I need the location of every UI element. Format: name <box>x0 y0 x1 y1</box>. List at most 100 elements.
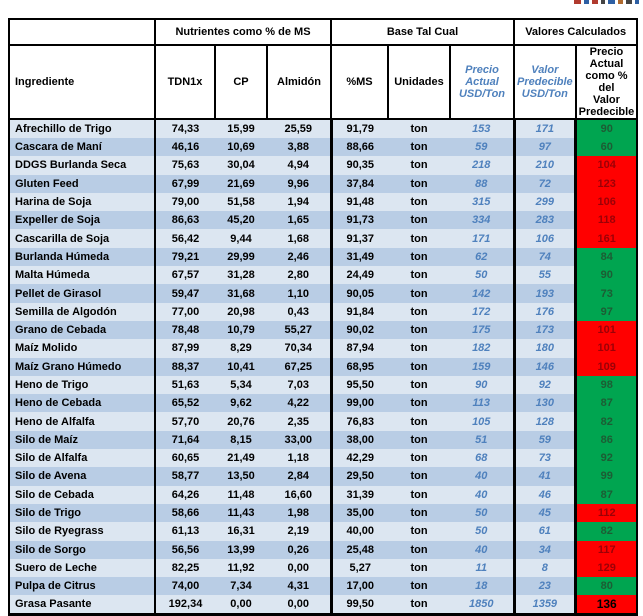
ms-value: 91,37 <box>331 229 388 248</box>
unidades-value: ton <box>388 540 450 559</box>
ingredient-name: Expeller de Soja <box>9 211 156 230</box>
almidon-value: 7,03 <box>267 375 333 395</box>
table-row: Semilla de Algodón 77,00 20,98 0,43 91,8… <box>9 302 638 321</box>
col-header-precio-pct-valor: Precio Actual como % del Valor Predecibl… <box>574 44 639 120</box>
precio-pct-valor-cell: 129 <box>575 558 638 578</box>
tdn1x-value: 192,34 <box>155 595 215 615</box>
tdn1x-value: 65,52 <box>155 394 215 413</box>
ingredient-name: Malta Húmeda <box>9 266 156 285</box>
precio-actual-value: 62 <box>450 247 516 267</box>
cp-value: 20,98 <box>215 302 267 321</box>
valor-predecible-value: 55 <box>514 266 578 285</box>
almidon-value: 2,35 <box>267 412 333 431</box>
tdn1x-value: 64,26 <box>155 485 215 504</box>
cp-value: 13,50 <box>215 467 267 486</box>
ms-value: 90,35 <box>331 156 388 175</box>
ingredient-name: DDGS Burlanda Seca <box>9 156 156 175</box>
group-header-row: Nutrientes como % de MS Base Tal Cual Va… <box>8 18 639 46</box>
valor-predecible-value: 97 <box>514 138 578 157</box>
unidades-value: ton <box>388 247 450 267</box>
cp-value: 5,34 <box>215 375 267 395</box>
precio-actual-value: 105 <box>450 412 516 431</box>
unidades-value: ton <box>388 485 450 504</box>
valor-predecible-value: 106 <box>514 229 578 248</box>
precio-actual-value: 50 <box>450 522 516 541</box>
unidades-value: ton <box>388 412 450 431</box>
valor-predecible-value: 46 <box>514 485 578 504</box>
unidades-value: ton <box>388 119 450 138</box>
table-row: Silo de Trigo 58,66 11,43 1,98 35,00 ton… <box>9 503 638 523</box>
clipped-text-fragment <box>574 0 639 4</box>
tdn1x-value: 79,00 <box>155 192 215 212</box>
ms-value: 76,83 <box>331 412 388 431</box>
ingredient-name: Cascara de Maní <box>9 138 156 157</box>
cp-value: 45,20 <box>215 211 267 230</box>
ms-value: 91,48 <box>331 192 388 212</box>
cp-value: 9,44 <box>215 229 267 248</box>
col-header-valor-predecible: Valor Predecible USD/Ton <box>513 44 577 120</box>
table-row: DDGS Burlanda Seca 75,63 30,04 4,94 90,3… <box>9 156 638 175</box>
valor-predecible-value: 61 <box>514 522 578 541</box>
precio-actual-value: 142 <box>450 284 516 303</box>
table-row: Silo de Avena 58,77 13,50 2,84 29,50 ton… <box>9 467 638 486</box>
col-header-cp: CP <box>214 44 268 120</box>
valor-predecible-value: 176 <box>514 302 578 321</box>
unidades-value: ton <box>388 394 450 413</box>
almidon-value: 1,10 <box>267 284 333 303</box>
group-header-base-tal-cual: Base Tal Cual <box>330 18 515 46</box>
almidon-value: 16,60 <box>267 485 333 504</box>
precio-pct-valor-cell: 82 <box>575 412 638 431</box>
ms-value: 99,00 <box>331 394 388 413</box>
tdn1x-value: 78,48 <box>155 320 215 340</box>
precio-pct-valor-cell: 82 <box>575 522 638 541</box>
ms-value: 68,95 <box>331 357 388 376</box>
ingredient-name: Silo de Avena <box>9 467 156 486</box>
ingredient-name: Harina de Soja <box>9 192 156 212</box>
ms-value: 42,29 <box>331 449 388 468</box>
cp-value: 15,99 <box>215 119 267 138</box>
almidon-value: 4,94 <box>267 156 333 175</box>
precio-pct-valor-cell: 101 <box>575 320 638 340</box>
almidon-value: 0,00 <box>267 558 333 578</box>
valor-predecible-value: 299 <box>514 192 578 212</box>
tdn1x-value: 59,47 <box>155 284 215 303</box>
ms-value: 91,79 <box>331 119 388 138</box>
precio-actual-value: 59 <box>450 138 516 157</box>
valor-predecible-value: 180 <box>514 339 578 358</box>
tdn1x-value: 88,37 <box>155 357 215 376</box>
col-header-ms: %MS <box>330 44 389 120</box>
almidon-value: 0,00 <box>267 595 333 615</box>
unidades-value: ton <box>388 595 450 615</box>
cp-value: 30,04 <box>215 156 267 175</box>
cp-value: 9,62 <box>215 394 267 413</box>
ingredient-name: Maíz Molido <box>9 339 156 358</box>
group-header-nutrients: Nutrientes como % de MS <box>154 18 332 46</box>
ingredient-name: Burlanda Húmeda <box>9 247 156 267</box>
almidon-value: 70,34 <box>267 339 333 358</box>
unidades-value: ton <box>388 229 450 248</box>
cp-value: 20,76 <box>215 412 267 431</box>
tdn1x-value: 58,77 <box>155 467 215 486</box>
almidon-value: 67,25 <box>267 357 333 376</box>
table-row: Silo de Ryegrass 61,13 16,31 2,19 40,00 … <box>9 522 638 541</box>
cp-value: 29,99 <box>215 247 267 267</box>
ingredient-name: Silo de Alfalfa <box>9 449 156 468</box>
precio-actual-value: 50 <box>450 266 516 285</box>
cp-value: 8,29 <box>215 339 267 358</box>
ms-value: 37,84 <box>331 174 388 193</box>
precio-pct-valor-cell: 109 <box>575 357 638 376</box>
valor-predecible-value: 130 <box>514 394 578 413</box>
valor-predecible-value: 73 <box>514 449 578 468</box>
precio-pct-valor-cell: 118 <box>575 211 638 230</box>
ms-value: 31,49 <box>331 247 388 267</box>
ingredient-name: Gluten Feed <box>9 174 156 193</box>
table-row: Cascara de Maní 46,16 10,69 3,88 88,66 t… <box>9 138 638 157</box>
ms-value: 5,27 <box>331 558 388 578</box>
precio-pct-valor-cell: 73 <box>575 284 638 303</box>
precio-actual-value: 1850 <box>450 595 516 615</box>
tdn1x-value: 79,21 <box>155 247 215 267</box>
valor-predecible-value: 128 <box>514 412 578 431</box>
table-row: Heno de Alfalfa 57,70 20,76 2,35 76,83 t… <box>9 412 638 431</box>
cp-value: 51,58 <box>215 192 267 212</box>
valor-predecible-value: 34 <box>514 540 578 559</box>
